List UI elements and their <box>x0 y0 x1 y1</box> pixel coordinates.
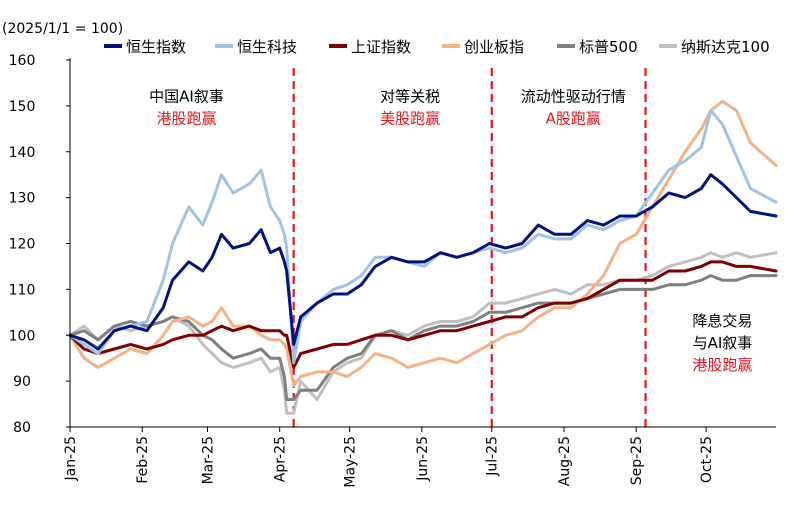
annotation-text: 降息交易 <box>692 312 752 330</box>
legend-label: 上证指数 <box>351 38 411 56</box>
legend: 恒生指数 恒生科技 上证指数 创业板指 标普500 纳斯达克100 <box>104 38 770 56</box>
legend-label: 纳斯达克100 <box>681 38 770 56</box>
annotation-text: 港股跑赢 <box>692 356 752 374</box>
y-tick-label: 160 <box>9 53 36 69</box>
x-tick-label: Feb-25 <box>135 436 151 484</box>
y-tick-label: 80 <box>13 420 31 436</box>
annotation-text: 流动性驱动行情 <box>521 87 626 105</box>
series-line-1 <box>68 109 778 365</box>
x-tick-label: Apr-25 <box>273 436 289 482</box>
x-tick-label: Oct-25 <box>699 436 715 483</box>
annotations: 中国AI叙事港股跑赢对等关税美股跑赢流动性驱动行情A股跑赢降息交易与AI叙事港股… <box>149 87 752 374</box>
legend-label: 标普500 <box>579 38 638 56</box>
legend-label: 恒生指数 <box>126 38 186 56</box>
x-tick-label: May-25 <box>343 436 359 488</box>
axes: 80 90 100 110 120 130 140 150 160 Jan-25 Feb-25 Mar… <box>9 53 776 488</box>
x-tick-label: Jul-25 <box>485 436 501 477</box>
annotation-text: 与AI叙事 <box>693 334 753 352</box>
x-tick-label: Aug-25 <box>557 436 573 486</box>
x-tick-label: Mar-25 <box>200 436 216 484</box>
x-tick-label: Jun-25 <box>415 436 431 482</box>
legend-label: 创业板指 <box>464 38 524 56</box>
y-tick-label: 150 <box>9 99 36 115</box>
series-line-2 <box>68 260 778 369</box>
y-tick-label: 110 <box>9 282 36 298</box>
x-tick-label: Sep-25 <box>629 436 645 485</box>
annotation-text: 中国AI叙事 <box>149 87 224 105</box>
annotation-text: 港股跑赢 <box>156 109 216 127</box>
x-tick-label: Jan-25 <box>63 436 79 481</box>
unit-label: (2025/1/1 = 100) <box>2 21 123 37</box>
series-layer <box>68 99 778 415</box>
y-tick-label: 140 <box>9 145 36 161</box>
legend-label: 恒生科技 <box>237 38 297 56</box>
y-tick-label: 100 <box>9 328 36 344</box>
series-line-3 <box>68 99 778 388</box>
annotation-text: 对等关税 <box>380 87 440 105</box>
series-line-0 <box>68 173 778 351</box>
annotation-text: A股跑赢 <box>546 109 601 127</box>
y-tick-label: 120 <box>9 237 36 253</box>
y-tick-label: 90 <box>13 374 31 390</box>
y-tick-label: 130 <box>9 191 36 207</box>
annotation-text: 美股跑赢 <box>380 109 440 127</box>
